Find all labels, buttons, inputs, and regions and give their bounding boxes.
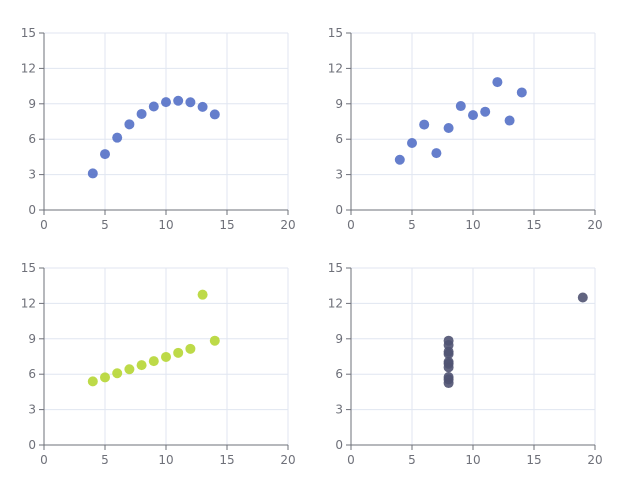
data-point[interactable] — [161, 97, 171, 108]
y-tick-label: 9 — [28, 97, 36, 111]
data-point[interactable] — [173, 347, 184, 358]
data-point[interactable] — [394, 154, 405, 165]
y-tick-label: 15 — [328, 26, 343, 40]
scatter-panel-top-left: 0 5 10 15 20 0 3 6 9 12 15 — [21, 26, 296, 232]
scatter-panel-bottom-left: 0 5 10 15 20 0 3 6 9 12 15 — [21, 261, 296, 467]
y-tick-label: 0 — [28, 203, 36, 217]
x-tick-label: 5 — [408, 453, 416, 467]
x-tick-label: 0 — [347, 218, 355, 232]
x-tick-label: 15 — [526, 453, 541, 467]
x-tick-label: 5 — [408, 218, 416, 232]
y-tick-label: 12 — [328, 61, 343, 75]
data-point[interactable] — [112, 368, 123, 379]
data-point[interactable] — [443, 346, 454, 357]
data-point[interactable] — [161, 351, 171, 362]
data-point[interactable] — [185, 343, 196, 354]
data-point[interactable] — [124, 364, 135, 375]
data-point[interactable] — [443, 358, 454, 369]
data-point[interactable] — [480, 106, 491, 117]
y-tick-label: 6 — [28, 367, 36, 381]
data-point[interactable] — [173, 95, 184, 106]
y-tick-label: 6 — [335, 132, 343, 146]
x-tick-label: 5 — [101, 453, 109, 467]
y-tick-label: 15 — [328, 261, 343, 275]
data-point[interactable] — [136, 360, 147, 371]
data-point[interactable] — [124, 119, 135, 130]
x-tick-label: 15 — [526, 218, 541, 232]
data-point[interactable] — [100, 372, 110, 383]
data-point[interactable] — [209, 335, 220, 346]
data-point[interactable] — [419, 119, 430, 130]
y-tick-label: 9 — [335, 332, 343, 346]
x-tick-label: 10 — [465, 218, 480, 232]
x-tick-label: 20 — [587, 218, 602, 232]
data-point[interactable] — [516, 87, 527, 98]
y-tick-label: 6 — [335, 367, 343, 381]
y-tick-label: 0 — [28, 438, 36, 452]
y-tick-label: 3 — [28, 403, 36, 417]
x-tick-label: 10 — [465, 453, 480, 467]
gridlines — [350, 267, 596, 446]
y-tick-label: 3 — [335, 168, 343, 182]
data-point[interactable] — [148, 356, 159, 367]
data-point[interactable] — [407, 137, 417, 148]
y-tick-label: 0 — [335, 203, 343, 217]
x-tick-label: 20 — [280, 453, 295, 467]
data-point[interactable] — [209, 109, 220, 120]
y-tick-label: 9 — [335, 97, 343, 111]
x-tick-label: 0 — [347, 453, 355, 467]
y-tick-label: 12 — [21, 296, 36, 310]
x-tick-label: 5 — [101, 218, 109, 232]
data-point[interactable] — [577, 292, 588, 303]
y-tick-label: 12 — [328, 296, 343, 310]
data-point[interactable] — [185, 97, 196, 108]
data-point[interactable] — [468, 110, 478, 121]
data-point[interactable] — [197, 289, 208, 300]
data-point[interactable] — [136, 108, 147, 119]
y-tick-label: 0 — [335, 438, 343, 452]
x-tick-label: 20 — [280, 218, 295, 232]
scatter-panel-bottom-right: 0 5 10 15 20 0 3 6 9 12 15 — [328, 261, 603, 467]
x-tick-label: 20 — [587, 453, 602, 467]
gridlines — [43, 32, 289, 211]
data-point[interactable] — [87, 376, 98, 387]
data-point[interactable] — [443, 122, 454, 133]
y-tick-label: 3 — [28, 168, 36, 182]
data-point[interactable] — [197, 101, 208, 112]
data-points — [87, 95, 220, 179]
y-tick-label: 12 — [21, 61, 36, 75]
data-points — [394, 77, 527, 165]
y-tick-label: 3 — [335, 403, 343, 417]
data-points — [87, 289, 220, 387]
y-tick-label: 15 — [21, 26, 36, 40]
data-point[interactable] — [112, 132, 123, 143]
data-point[interactable] — [148, 101, 159, 112]
x-tick-label: 0 — [40, 218, 48, 232]
scatter-panel-top-right: 0 5 10 15 20 0 3 6 9 12 15 — [328, 26, 603, 232]
data-point[interactable] — [455, 101, 466, 112]
y-tick-label: 15 — [21, 261, 36, 275]
x-tick-label: 0 — [40, 453, 48, 467]
data-point[interactable] — [100, 149, 110, 160]
data-points — [443, 292, 588, 389]
data-point[interactable] — [443, 374, 454, 385]
x-tick-label: 10 — [158, 218, 173, 232]
x-tick-label: 10 — [158, 453, 173, 467]
x-tick-label: 15 — [219, 453, 234, 467]
data-point[interactable] — [492, 77, 503, 88]
y-tick-label: 9 — [28, 332, 36, 346]
data-point[interactable] — [504, 115, 515, 126]
data-point[interactable] — [431, 148, 442, 159]
gridlines — [350, 32, 596, 211]
y-tick-label: 6 — [28, 132, 36, 146]
x-tick-label: 15 — [219, 218, 234, 232]
data-point[interactable] — [87, 168, 98, 179]
